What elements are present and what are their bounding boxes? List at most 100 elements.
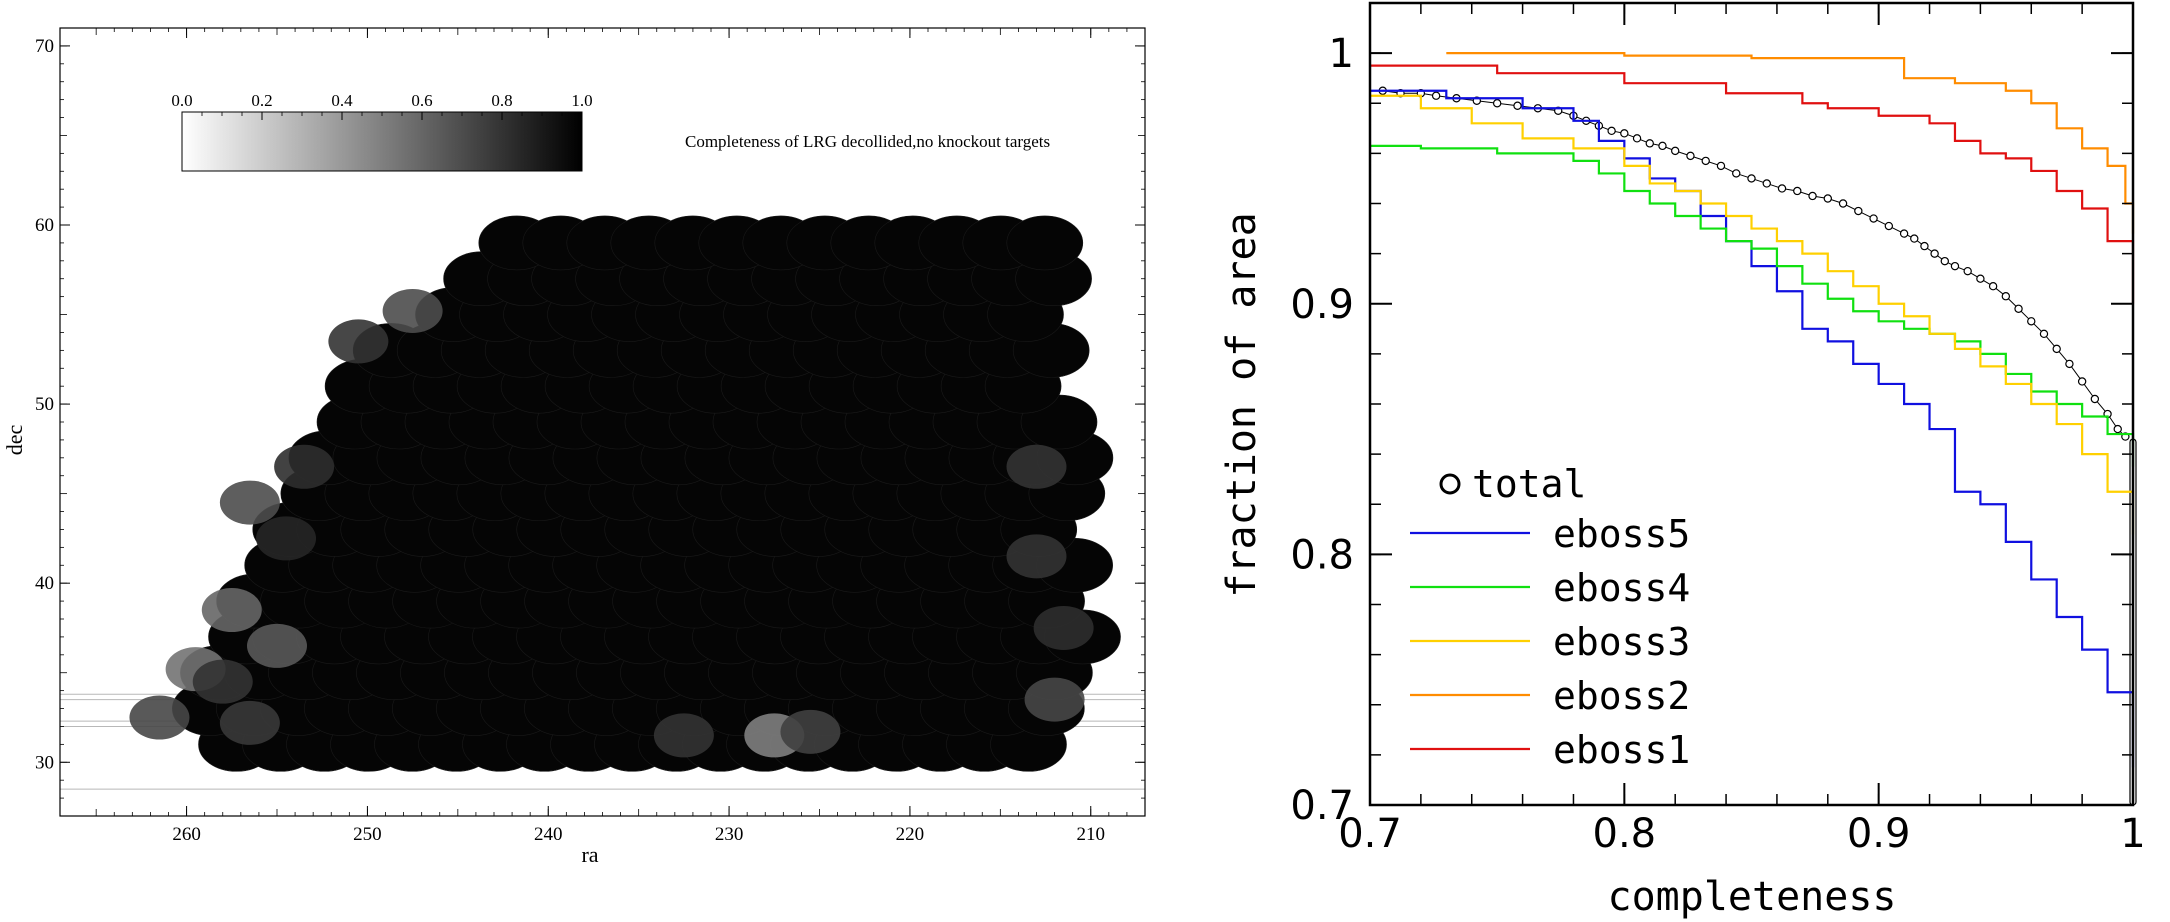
series-total-point: [1808, 191, 1817, 201]
y-tick-label: 30: [35, 752, 54, 773]
series-total-point: [1513, 101, 1522, 110]
legend-label-eboss1: eboss1: [1553, 728, 1690, 772]
series-total-point: [1670, 146, 1680, 156]
colorbar-tick-label: 0.0: [171, 91, 192, 110]
series-total-point: [2090, 394, 2100, 404]
completeness-tile-3: [129, 695, 190, 740]
series-total-point: [1620, 129, 1629, 138]
series-total-point: [1899, 229, 1909, 238]
series-total-point: [1701, 156, 1710, 166]
y-tick-label: 0.9: [1290, 282, 1354, 328]
series-total-point: [1658, 141, 1667, 151]
y-tick-label: 50: [35, 394, 54, 415]
colorbar-tick-label: 0.6: [411, 91, 432, 110]
series-total-point: [1793, 186, 1802, 196]
curve-content: [1370, 52, 2137, 806]
series-total-point: [1838, 199, 1848, 208]
series-eboss3-line: [1370, 94, 2135, 535]
series-total-point: [2113, 424, 2122, 434]
colorbar-gradient: [181, 111, 583, 172]
series-total-point: [1988, 282, 1998, 291]
completeness-tile-12: [382, 288, 443, 333]
y-tick-label: 60: [35, 215, 54, 236]
sky-map-content: [60, 215, 1145, 790]
series-eboss2-line: [1446, 52, 2135, 234]
series-total-point: [1762, 179, 1771, 188]
x-axis-label-ra: ra: [581, 842, 598, 867]
sky-map-ticks: 260 250 240 230 220 210 30 40 50 60 70: [35, 28, 1145, 845]
legend-label-total: total: [1472, 462, 1586, 506]
x-tick-label: 240: [534, 824, 563, 845]
colorbar: 0.0 0.2 0.4 0.6 0.8 1.0: [171, 91, 593, 172]
y-axis-label-dec: dec: [2, 425, 27, 456]
x-tick-label: 0.8: [1593, 811, 1657, 857]
series-total-point: [1930, 249, 1939, 258]
series-total-point: [1732, 169, 1741, 178]
completeness-tile-9: [1006, 444, 1067, 489]
completeness-tile-6: [780, 709, 841, 754]
series-total-point: [1940, 256, 1949, 266]
y-tick-label: 70: [35, 36, 54, 57]
series-total-point: [2077, 377, 2087, 386]
completeness-tile-16: [192, 659, 253, 704]
completeness-tile-0: [219, 480, 280, 525]
series-total-point: [1920, 241, 1929, 251]
completeness-tile-7: [653, 713, 714, 758]
completeness-tile-1: [201, 588, 262, 633]
y-tick-label: 0.7: [1290, 783, 1354, 829]
x-tick-label: 250: [353, 824, 382, 845]
series-total-point: [1884, 221, 1894, 231]
completeness-tile-13: [328, 319, 389, 364]
completeness-tile-15: [256, 516, 317, 561]
legend-label-eboss4: eboss4: [1553, 566, 1690, 610]
series-total-point: [1950, 261, 1960, 271]
y-axis-label-fraction: fraction of area: [1219, 212, 1265, 597]
x-tick-label: 220: [896, 824, 925, 845]
series-total-point: [1854, 206, 1863, 216]
series-total-point: [2052, 344, 2061, 354]
completeness-tile-8: [1024, 677, 1085, 722]
series-total-point: [2001, 292, 2011, 301]
colorbar-tick-label: 0.4: [331, 91, 353, 110]
x-tick-label: 260: [172, 824, 201, 845]
y-tick-label: 40: [35, 573, 54, 594]
x-tick-label: 0.7: [1338, 811, 1402, 857]
series-total-point: [1632, 134, 1642, 143]
series-eboss5-line: [1370, 89, 2135, 768]
completeness-panel: 0.7 0.8 0.9 1 0.7 0.8 0.9 1 total eboss5 eboss4 eb…: [1219, 1, 2146, 920]
colorbar-tick-label: 0.8: [491, 91, 512, 110]
x-tick-label: 0.9: [1847, 811, 1911, 857]
series-total-point: [1910, 234, 1919, 243]
series-total-point: [1823, 194, 1833, 203]
series-total-point: [2014, 304, 2023, 313]
series-total-point: [1777, 184, 1787, 193]
series-total-point: [2039, 329, 2049, 339]
series-total-point: [1747, 174, 1756, 183]
legend: total eboss5 eboss4 eboss3 eboss2 eboss1: [1410, 462, 1690, 772]
completeness-tile-4: [247, 623, 307, 668]
x-axis-label-completeness: completeness: [1608, 874, 1897, 920]
series-total-point: [2065, 359, 2074, 369]
legend-marker-total: [1439, 473, 1461, 495]
completeness-tile-10: [1006, 534, 1067, 579]
series-eboss1-line: [1370, 64, 2135, 304]
legend-label-eboss5: eboss5: [1553, 512, 1690, 556]
colorbar-tick-label: 1.0: [571, 91, 592, 110]
series-total-point: [2027, 317, 2036, 326]
y-tick-label: 1: [1329, 31, 1354, 77]
completeness-tile-17: [219, 700, 280, 745]
series-total-point: [1607, 126, 1616, 136]
x-tick-label: 1: [2120, 811, 2145, 857]
series-total-point: [1869, 214, 1878, 223]
completeness-tile-14: [274, 444, 335, 489]
legend-label-eboss3: eboss3: [1553, 620, 1690, 664]
series-total-point: [1686, 151, 1695, 161]
series-total-point: [1431, 91, 1441, 100]
series-total-point: [1976, 274, 1985, 283]
x-tick-label: 230: [715, 824, 744, 845]
curve-ticks: 0.7 0.8 0.9 1 0.7 0.8 0.9 1: [1290, 3, 2146, 857]
map-annotation: Completeness of LRG decollided,no knocko…: [685, 132, 1050, 151]
completeness-tile-11: [1033, 605, 1094, 650]
footprint-tile: [1006, 215, 1084, 271]
